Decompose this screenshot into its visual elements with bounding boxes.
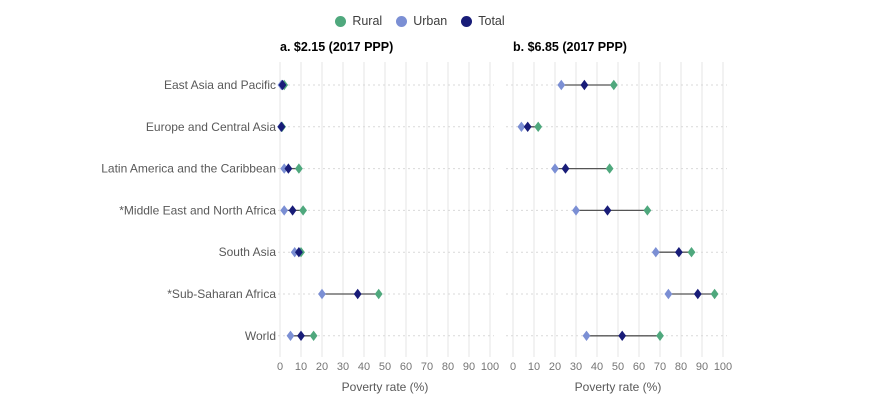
x-tick-label: 60: [400, 361, 412, 373]
rural-marker-icon: [335, 15, 347, 27]
urban-diamond-marker: [280, 205, 289, 216]
x-tick-label: 90: [696, 361, 708, 373]
x-tick-label: 20: [549, 361, 561, 373]
rural-diamond-marker: [299, 205, 307, 216]
category-label: East Asia and Pacific: [164, 78, 276, 92]
legend-item-rural: Rural: [335, 14, 382, 28]
x-tick-label: 70: [421, 361, 433, 373]
total-diamond-marker: [284, 163, 293, 174]
rural-diamond-marker: [295, 163, 303, 174]
category-label: World: [245, 329, 276, 343]
x-axis-title: Poverty rate (%): [575, 380, 662, 394]
x-tick-label: 100: [481, 361, 499, 373]
panel-a-title: a. $2.15 (2017 PPP): [280, 40, 394, 54]
category-label: *Middle East and North Africa: [119, 203, 276, 217]
category-label: South Asia: [219, 245, 277, 259]
x-tick-label: 0: [277, 361, 283, 373]
rural-diamond-marker: [656, 330, 664, 341]
legend: Rural Urban Total: [0, 14, 860, 28]
urban-diamond-marker: [551, 163, 559, 174]
x-axis-title: Poverty rate (%): [342, 380, 429, 394]
urban-diamond-marker: [517, 121, 526, 132]
total-diamond-marker: [603, 205, 612, 216]
rural-diamond-marker: [687, 247, 696, 258]
legend-label-rural: Rural: [352, 14, 383, 28]
total-diamond-marker: [278, 79, 287, 91]
total-diamond-marker: [277, 121, 286, 132]
x-tick-label: 50: [379, 361, 391, 373]
x-tick-label: 40: [591, 361, 603, 373]
total-diamond-marker: [580, 79, 589, 91]
x-tick-label: 10: [528, 361, 540, 373]
legend-item-urban: Urban: [396, 14, 447, 28]
total-diamond-marker: [561, 163, 570, 174]
rural-diamond-marker: [605, 163, 614, 174]
total-diamond-marker: [693, 288, 702, 300]
panel-b-title: b. $6.85 (2017 PPP): [513, 40, 627, 54]
urban-diamond-marker: [572, 205, 580, 216]
rural-diamond-marker: [643, 205, 652, 216]
x-tick-label: 40: [358, 361, 370, 373]
urban-marker-icon: [396, 15, 408, 27]
legend-label-urban: Urban: [413, 14, 448, 28]
total-diamond-marker: [675, 247, 683, 258]
rural-diamond-marker: [309, 330, 318, 341]
category-label: Europe and Central Asia: [146, 120, 276, 134]
legend-item-total: Total: [461, 14, 505, 28]
total-diamond-marker: [297, 330, 305, 341]
category-label: *Sub-Saharan Africa: [167, 287, 276, 301]
urban-diamond-marker: [290, 247, 299, 258]
x-tick-label: 50: [612, 361, 624, 373]
x-tick-label: 30: [337, 361, 349, 373]
urban-diamond-marker: [280, 163, 289, 174]
total-diamond-marker: [295, 247, 303, 258]
x-tick-label: 20: [316, 361, 328, 373]
total-diamond-marker: [353, 288, 362, 300]
total-diamond-marker: [288, 205, 297, 216]
legend-label-total: Total: [478, 14, 505, 28]
urban-diamond-marker: [557, 79, 566, 91]
x-tick-label: 70: [654, 361, 666, 373]
x-tick-label: 100: [714, 361, 732, 373]
x-tick-label: 80: [442, 361, 454, 373]
rural-diamond-marker: [710, 288, 719, 300]
x-tick-label: 90: [463, 361, 475, 373]
urban-diamond-marker: [651, 247, 660, 258]
x-tick-label: 10: [295, 361, 307, 373]
urban-diamond-marker: [318, 288, 326, 300]
x-tick-label: 80: [675, 361, 687, 373]
urban-diamond-marker: [582, 330, 591, 341]
urban-diamond-marker: [664, 288, 673, 300]
rural-diamond-marker: [609, 79, 618, 91]
category-label: Latin America and the Caribbean: [101, 162, 276, 176]
x-tick-label: 0: [510, 361, 516, 373]
total-diamond-marker: [523, 121, 532, 132]
total-diamond-marker: [618, 330, 627, 341]
x-tick-label: 30: [570, 361, 582, 373]
x-tick-label: 60: [633, 361, 645, 373]
rural-diamond-marker: [534, 121, 543, 132]
total-marker-icon: [461, 15, 473, 27]
urban-diamond-marker: [286, 330, 295, 341]
rural-diamond-marker: [374, 288, 383, 300]
